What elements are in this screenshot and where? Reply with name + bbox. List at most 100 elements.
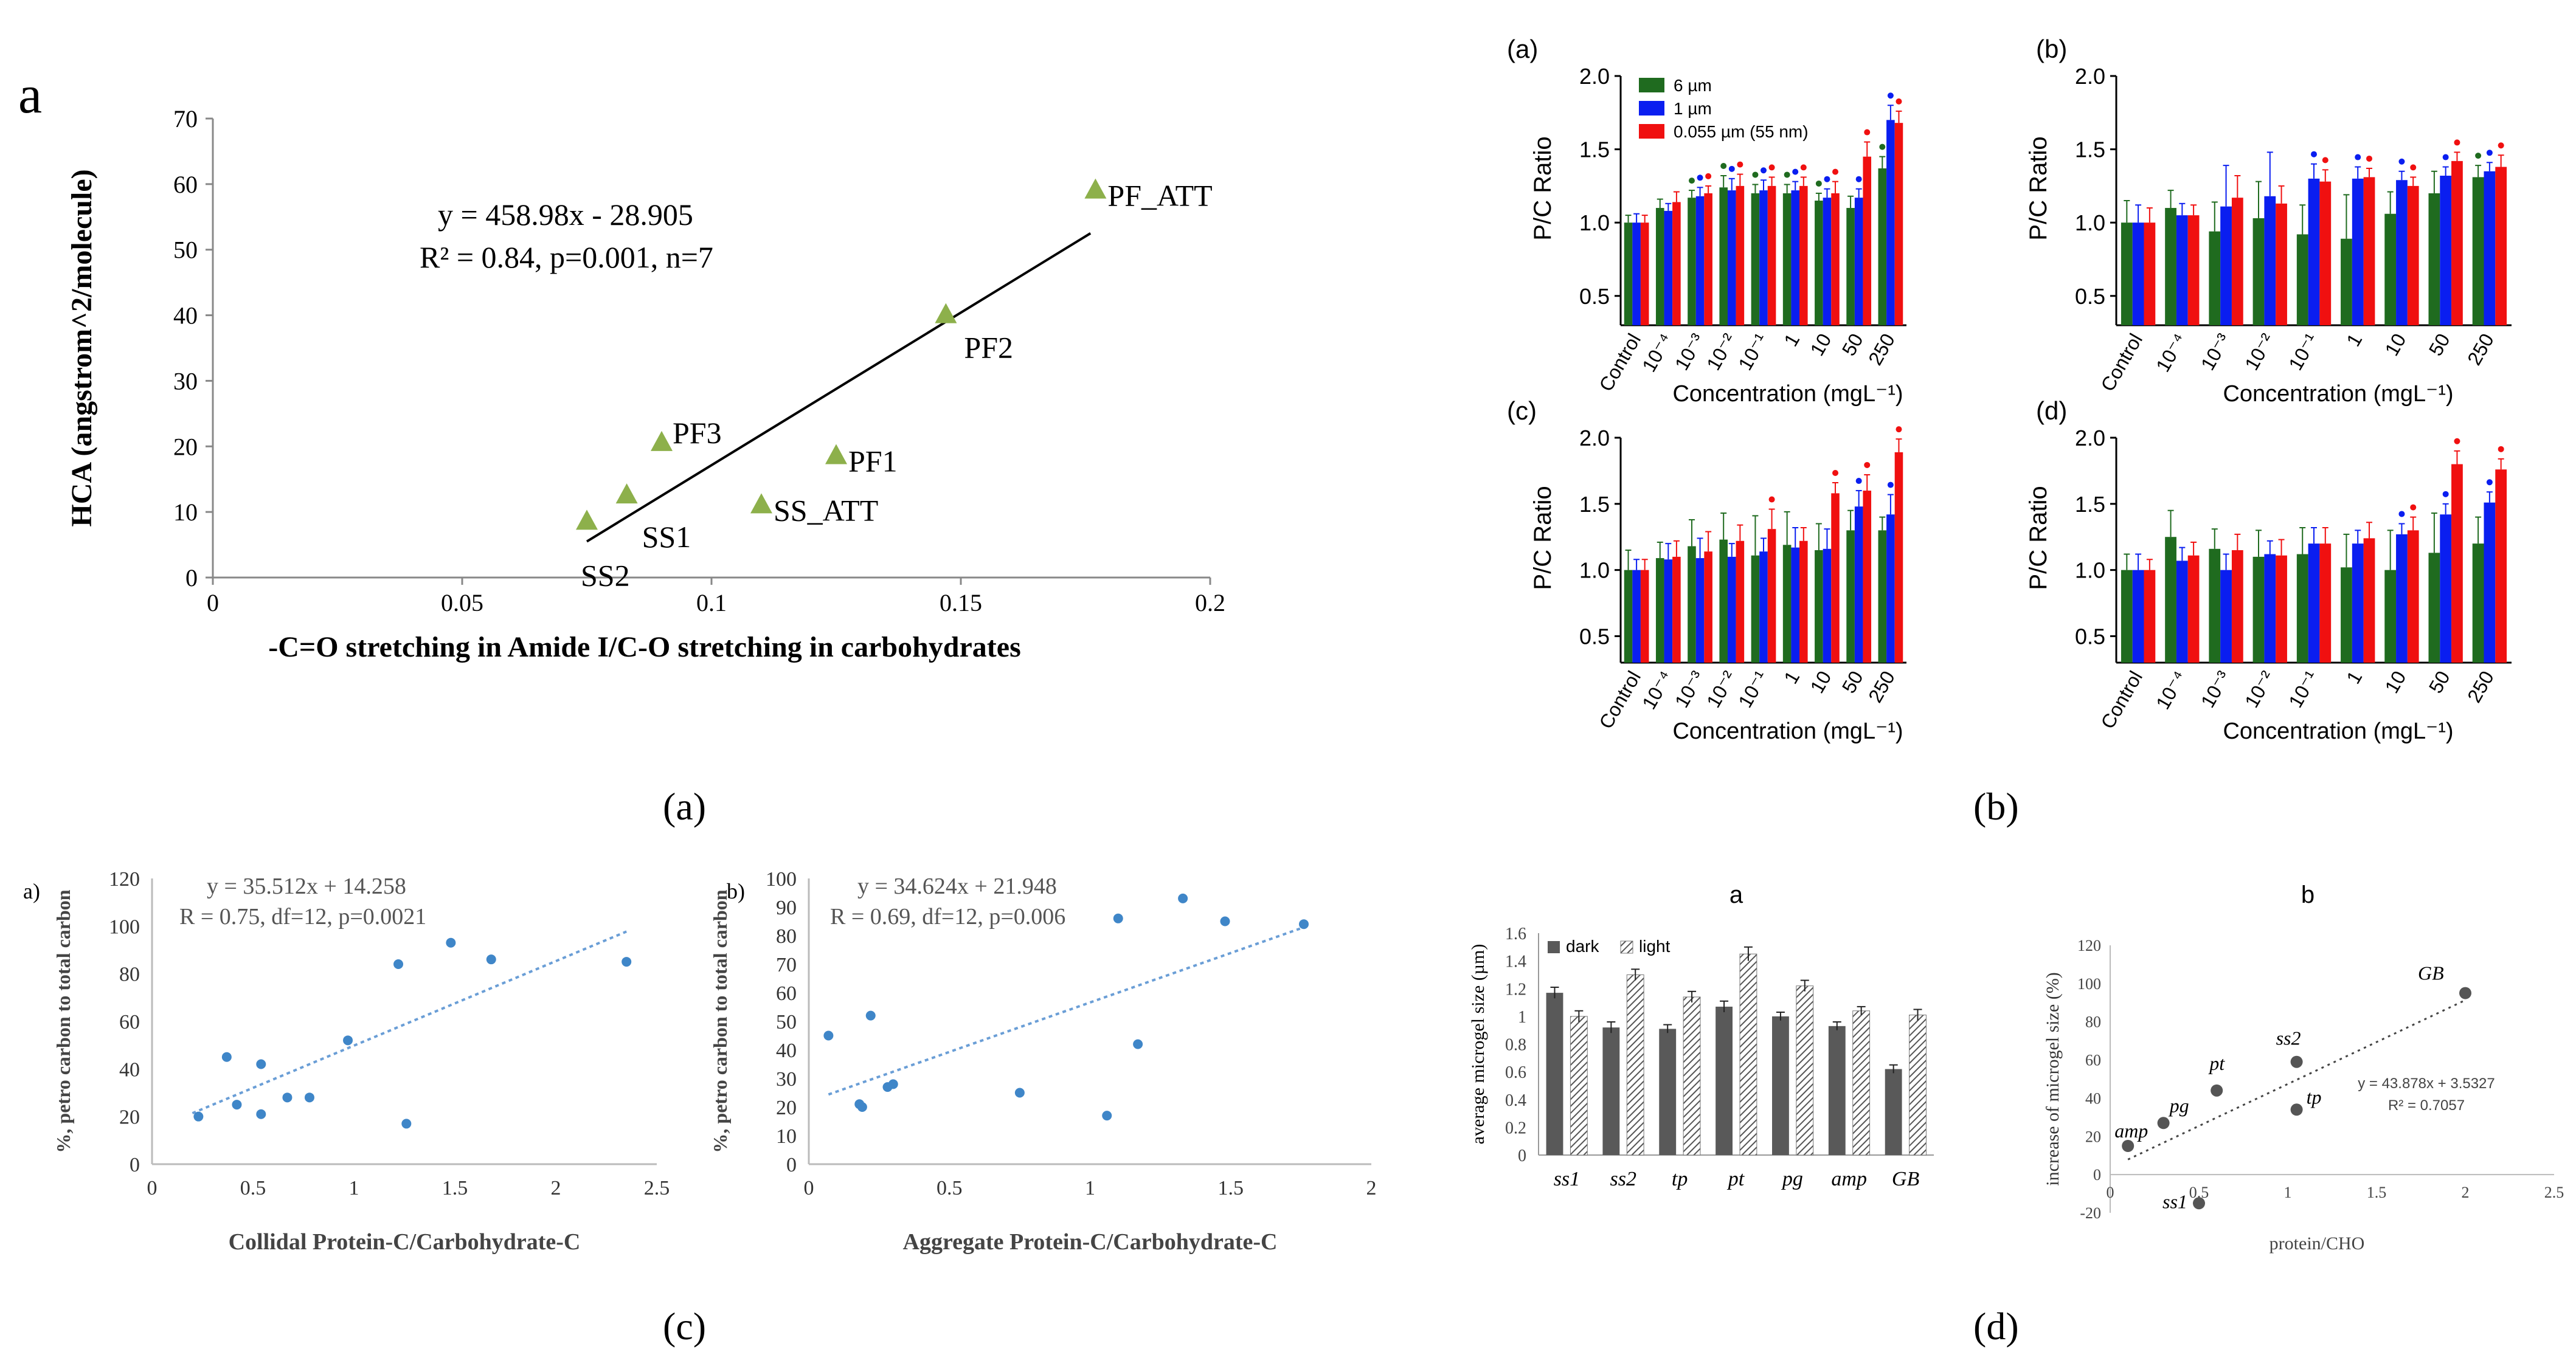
panel-c-point bbox=[1220, 916, 1230, 926]
panel-b-legend-swatch bbox=[1639, 78, 1664, 92]
panel-b-significance-star bbox=[1824, 176, 1830, 182]
panel-d-point-label: pg bbox=[2169, 1094, 2189, 1116]
panel-b-significance-star bbox=[2311, 151, 2317, 157]
panel-b-significance-star bbox=[1705, 173, 1712, 179]
panel-b-y-tick-label: 0.5 bbox=[1579, 284, 1610, 309]
panel-a-point bbox=[615, 483, 638, 504]
panel-c-equation: y = 34.624x + 21.948 bbox=[857, 874, 1057, 899]
panel-b-significance-star bbox=[1815, 180, 1822, 187]
panel-b-bar bbox=[1782, 545, 1792, 663]
panel-c-x-tick-label: 0 bbox=[147, 1177, 158, 1199]
panel-c-point bbox=[1133, 1039, 1143, 1049]
panel-b-bar bbox=[1759, 190, 1768, 325]
panel-b-x-tick-label: 10⁻⁴ bbox=[1638, 667, 1677, 713]
panel-b-bar bbox=[1791, 547, 1800, 663]
panel-a-point bbox=[825, 444, 847, 464]
panel-b-x-tick-label: 10⁻⁴ bbox=[1638, 330, 1677, 376]
panel-d-bar bbox=[1909, 1015, 1927, 1156]
panel-b-x-tick-label: 10 bbox=[1806, 667, 1836, 697]
panel-d-y-tick-label: 0.8 bbox=[1505, 1036, 1526, 1055]
panel-b-bar bbox=[1831, 193, 1840, 325]
panel-b-significance-star bbox=[1879, 143, 1886, 150]
panel-b-significance-star bbox=[2322, 157, 2328, 164]
panel-b-significance-star bbox=[2366, 155, 2372, 162]
panel-d-bar bbox=[1852, 1010, 1871, 1156]
panel-b-y-label: P/C Ratio bbox=[1529, 136, 1556, 240]
panel-d-point-label: tp bbox=[2307, 1086, 2322, 1108]
panel-b-y-tick-label: 1.5 bbox=[1579, 492, 1610, 517]
panel-b-bar bbox=[2132, 222, 2144, 325]
panel-d-y-tick-label: 1.2 bbox=[1505, 980, 1526, 999]
panel-b-y-tick-label: 1.0 bbox=[2075, 558, 2105, 583]
panel-d-y-tick-label: 1.4 bbox=[1505, 953, 1526, 971]
panel-b-bar bbox=[1640, 570, 1649, 663]
panel-b-x-tick-label: 250 bbox=[2463, 330, 2498, 369]
panel-c-x-tick-label: 2.5 bbox=[644, 1177, 670, 1199]
panel-b-legend-label: 0.055 µm (55 nm) bbox=[1674, 122, 1809, 141]
panel-b-bar bbox=[1863, 156, 1872, 325]
panel-a-point bbox=[1084, 178, 1107, 199]
panel-b-bar bbox=[2187, 555, 2200, 663]
panel-c-y-tick-label: 60 bbox=[119, 1011, 140, 1033]
panel-b-x-tick-label: Control bbox=[2096, 330, 2147, 395]
panel-c-point bbox=[865, 1010, 876, 1021]
panel-b-significance-star bbox=[1737, 161, 1743, 168]
panel-c-point bbox=[343, 1035, 353, 1046]
panel-c-y-tick-label: 100 bbox=[109, 916, 140, 938]
panel-b-bar bbox=[2296, 234, 2308, 325]
panel-c-point bbox=[621, 957, 632, 967]
panel-b-bar bbox=[2308, 543, 2320, 663]
panel-d-scatter-y-tick-label: 60 bbox=[2085, 1052, 2101, 1069]
panel-c-stats: R = 0.69, df=12, p=0.006 bbox=[830, 904, 1065, 930]
panel-d-bar bbox=[1739, 953, 1757, 1156]
panel-a-y-tick-label: 30 bbox=[173, 367, 198, 395]
panel-a-y-tick-label: 60 bbox=[173, 171, 198, 198]
panel-c-y-tick-label: 90 bbox=[776, 897, 797, 919]
panel-b-subplot-tag: (c) bbox=[1507, 396, 1537, 425]
panel-d-legend-swatch-light bbox=[1620, 940, 1633, 954]
panel-d-point bbox=[2193, 1197, 2205, 1210]
panel-c-point bbox=[446, 937, 456, 948]
panel-b-x-tick-label: 10⁻² bbox=[2240, 667, 2279, 711]
panel-b-x-label: Concentration (mgL⁻¹) bbox=[2223, 719, 2453, 744]
panel-b-bar bbox=[1751, 193, 1760, 325]
panel-c-point bbox=[823, 1030, 834, 1041]
panel-b-bar bbox=[1894, 452, 1903, 663]
panel-d-y-tick-label: 0.2 bbox=[1505, 1119, 1526, 1137]
panel-b-x-tick-label: 250 bbox=[2463, 667, 2498, 706]
panel-b-bar bbox=[2220, 206, 2232, 325]
panel-b-bar bbox=[1767, 185, 1776, 325]
panel-c-y-tick-label: 10 bbox=[776, 1125, 797, 1148]
panel-b-y-tick-label: 2.0 bbox=[1579, 426, 1610, 450]
panel-b-significance-star bbox=[1887, 92, 1894, 99]
panel-c-y-tick-label: 20 bbox=[776, 1097, 797, 1119]
panel-d-scatter-y-tick-label: 20 bbox=[2085, 1128, 2101, 1145]
panel-b-bar bbox=[2484, 502, 2496, 663]
panel-d-bar bbox=[1716, 1006, 1733, 1155]
panel-b-bar bbox=[1791, 190, 1800, 325]
panel-b-y-tick-label: 1.0 bbox=[2075, 210, 2105, 235]
panel-a-point-label: SS_ATT bbox=[774, 493, 878, 527]
panel-b-x-tick-label: 10⁻¹ bbox=[2284, 667, 2322, 712]
panel-b-bar bbox=[2495, 469, 2507, 663]
panel-b-significance-star bbox=[2454, 438, 2460, 444]
panel-b-significance-star bbox=[1752, 171, 1759, 178]
panel-b-bar bbox=[2231, 550, 2243, 663]
panel-b-x-tick-label: 10⁻³ bbox=[1671, 329, 1709, 374]
panel-b-bar bbox=[1624, 570, 1633, 663]
panel-b-bar bbox=[1624, 222, 1633, 325]
panel-c-subplot-tag: b) bbox=[727, 879, 745, 903]
panel-b-bar bbox=[2144, 222, 2156, 325]
panel-b-y-label: P/C Ratio bbox=[1529, 486, 1556, 590]
panel-b-bar bbox=[1823, 548, 1832, 663]
panel-c-x-tick-label: 1 bbox=[1085, 1177, 1095, 1199]
panel-b-y-tick-label: 0.5 bbox=[1579, 624, 1610, 649]
panel-b-legend-label: 6 µm bbox=[1674, 76, 1712, 95]
panel-c-point bbox=[401, 1119, 412, 1129]
panel-b-x-tick-label: 50 bbox=[2425, 667, 2454, 697]
panel-b-significance-star bbox=[2398, 511, 2405, 517]
panel-b-significance-star bbox=[1688, 178, 1695, 184]
panel-b-bar bbox=[2264, 196, 2276, 325]
panel-c-x-tick-label: 1 bbox=[349, 1177, 359, 1199]
panel-b-bar bbox=[2440, 514, 2452, 663]
